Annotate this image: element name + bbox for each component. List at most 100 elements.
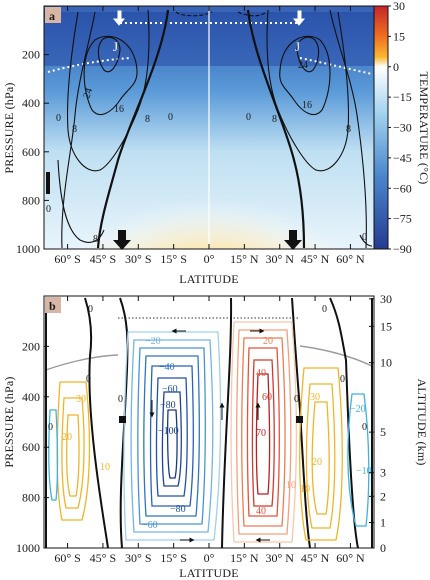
panel-b-xlabel: LATITUDE [179, 566, 239, 580]
contour-label: 60 [262, 392, 272, 403]
contour-label: −80 [160, 400, 176, 411]
panel-b-polar-cells [48, 393, 370, 527]
contour-label: 40 [256, 506, 266, 517]
contour-label: 30 [76, 394, 86, 405]
panel-a: J J 24 24 16 16 8 8 8 8 8 0 0 0 0 0 a 30… [2, 0, 430, 286]
contour-label: 24 [298, 60, 308, 71]
y-tick-label: 800 [22, 491, 40, 505]
panel-b-south-hadley-cell [123, 331, 222, 541]
contour-label: 0 [340, 374, 345, 385]
contour-label: 0 [294, 394, 299, 405]
panel-b-flow-arrows [149, 328, 270, 543]
contour-label: 0 [56, 113, 61, 124]
contour-label: 16 [302, 100, 312, 111]
contour-label: 0 [362, 422, 367, 433]
panel-a-wind-contours [57, 9, 373, 249]
x-tick-label: 0° [204, 252, 215, 266]
contour-label: 0 [362, 232, 367, 243]
panel-a-descent-arrows [46, 172, 302, 250]
panel-a-colorbar [373, 5, 389, 250]
contour-label: 0 [118, 394, 123, 405]
contour-label: 0 [168, 112, 173, 123]
contour-label: −40 [159, 362, 175, 373]
panel-b-ylabel: PRESSURE (hPa) [2, 376, 16, 467]
contour-label: 40 [256, 368, 266, 379]
panel-a-tropopause-lines [47, 22, 373, 75]
x-tick-label: 30° N [265, 551, 294, 565]
panel-a-label: a [49, 9, 55, 23]
x-tick-label: 30° S [125, 252, 151, 266]
colorbar-tick-label: 15 [393, 29, 405, 43]
colorbar-tick-label: −15 [393, 90, 412, 104]
panel-b-axes: 60° S 45° S 30° S 15° S 0° 15° N 30° N 45° N 60°… [16, 296, 365, 565]
x-tick-label: 45° S [90, 252, 116, 266]
panel-a-ylabel: PRESSURE (hPa) [2, 82, 16, 173]
contour-label: 0 [88, 304, 93, 315]
panel-b-background [44, 296, 374, 548]
contour-label: 8 [346, 124, 351, 135]
x-tick-label: 30° S [125, 551, 151, 565]
y-tick-label: 400 [22, 390, 40, 404]
panel-b-cell-edge-marker-south [119, 416, 126, 423]
panel-a-xlabel: LATITUDE [179, 272, 239, 286]
colorbar-tick-label: 0 [393, 60, 399, 74]
panel-a-white-arrows [112, 10, 306, 26]
contour-label: 0 [246, 112, 251, 123]
contour-label: 10 [100, 462, 110, 473]
y2-tick-label: 5 [380, 425, 386, 439]
x-tick-label: 15° S [160, 551, 186, 565]
contour-label: 20 [62, 432, 72, 443]
y-tick-label: 400 [22, 96, 40, 110]
contour-label: 0 [46, 204, 51, 215]
x-tick-label: 15° N [230, 551, 259, 565]
panel-b-contour-labels: −20 −40 −60 −80 −100 −60 −80 20 40 60 70… [48, 304, 372, 531]
contour-label: 8 [72, 124, 77, 135]
contour-label: 10 [286, 480, 296, 491]
panel-a-colorbar-ticks: 30 15 0 −15 −30 −45 −60 −75 −90 [388, 0, 412, 256]
contour-label: 24 [81, 87, 95, 100]
y2-tick-label: 3 [380, 466, 386, 480]
x-tick-label: 45° S [90, 551, 116, 565]
panel-a-label-box [45, 7, 61, 23]
colorbar-tick-label: −60 [393, 181, 412, 195]
contour-label: 10 [300, 484, 310, 495]
contour-label: −60 [142, 520, 158, 531]
colorbar-tick-label: −75 [393, 212, 412, 226]
y2-tick-label: 10 [380, 356, 392, 370]
contour-label: 8 [93, 234, 98, 245]
contour-label: −100 [158, 426, 179, 437]
contour-label: 20 [263, 336, 273, 347]
y2-tick-label: 2 [380, 489, 386, 503]
y2-tick-label: 1 [380, 515, 386, 529]
y2-tick-label: 15 [380, 319, 392, 333]
panel-a-contour-labels: 24 24 16 16 8 8 8 8 8 0 0 0 0 0 [46, 60, 367, 245]
x-tick-label: 60° N [336, 252, 365, 266]
colorbar-tick-label: −45 [393, 151, 412, 165]
contour-label: −80 [170, 504, 186, 515]
contour-label: −60 [162, 384, 178, 395]
contour-label: 8 [145, 114, 150, 125]
panel-b-label: b [49, 299, 56, 313]
panel-b-north-hadley-cell [230, 321, 298, 543]
x-tick-label: 45° N [301, 252, 330, 266]
contour-label: 0 [48, 422, 53, 433]
contour-label: 20 [312, 457, 322, 468]
y-tick-label: 600 [22, 145, 40, 159]
y-tick-label: 600 [22, 440, 40, 454]
contour-label: −20 [350, 404, 366, 415]
y2-tick-label: 30 [380, 292, 392, 306]
x-tick-label: 60° S [54, 551, 80, 565]
x-tick-label: 30° N [265, 252, 294, 266]
contour-label: 0 [86, 374, 91, 385]
panel-b-altitude-axis: 0 1 2 3 5 10 15 30 [369, 292, 392, 555]
colorbar-tick-label: −30 [393, 121, 412, 135]
panel-b-tropopause [45, 317, 373, 371]
panel-a-colorbar-label: TEMPERATURE (°C) [417, 72, 430, 185]
contour-label: −20 [145, 336, 161, 347]
x-tick-label: 0° [204, 551, 215, 565]
colorbar-tick-label: 30 [393, 0, 405, 13]
panel-b-cell-edge-marker-north [296, 416, 303, 423]
colorbar-tick-label: −90 [393, 242, 412, 256]
y-tick-label: 200 [22, 48, 40, 62]
panel-a-axes: 60° S 45° S 30° S 15° S 0° 15° N 30° N 45° N 60°… [16, 6, 365, 266]
